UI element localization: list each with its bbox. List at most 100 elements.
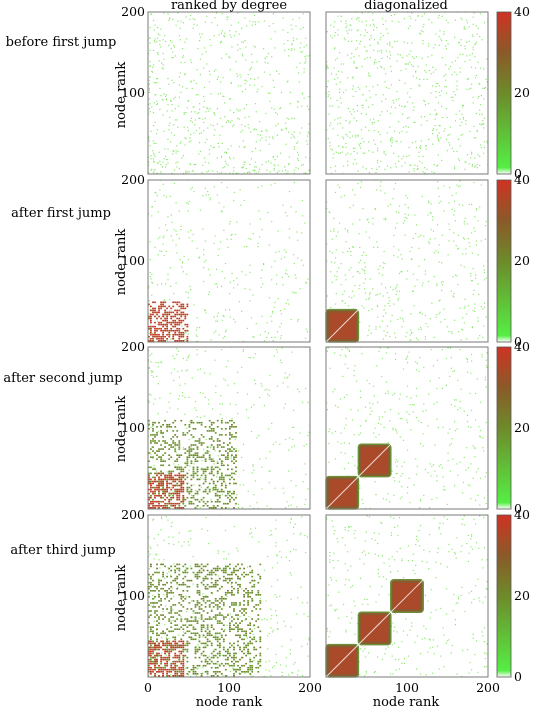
matrix-cell-sparse — [148, 366, 150, 369]
matrix-cell-dense — [156, 338, 158, 340]
matrix-cell-sparse — [304, 62, 306, 64]
matrix-cell-dense — [174, 434, 177, 436]
matrix-cell-dense — [160, 662, 162, 665]
matrix-cell-dense — [174, 577, 177, 580]
matrix-cell-dense — [148, 325, 150, 328]
matrix-cell-dense — [204, 502, 207, 505]
matrix-cell-sparse — [293, 663, 295, 665]
matrix-cell-sparse — [326, 64, 328, 66]
matrix-cell-dense — [178, 476, 181, 479]
matrix-cell-sparse — [449, 229, 451, 231]
matrix-cell-sparse — [277, 164, 279, 166]
matrix-cell-dense — [172, 338, 175, 340]
matrix-cell-dense — [210, 573, 213, 576]
matrix-cell-dense — [164, 642, 166, 645]
matrix-cell-dense — [200, 604, 203, 606]
matrix-cell-sparse — [233, 35, 236, 37]
matrix-cell-sparse — [352, 95, 354, 97]
matrix-cell-dense — [182, 480, 185, 483]
matrix-cell-sparse — [423, 366, 425, 369]
matrix-cell-dense — [218, 598, 221, 600]
matrix-cell-sparse — [392, 99, 394, 102]
matrix-cell-sparse — [213, 186, 215, 188]
matrix-cell-dense — [192, 664, 195, 667]
matrix-cell-sparse — [249, 533, 251, 535]
matrix-cell-sparse — [435, 114, 437, 116]
matrix-cell-sparse — [349, 207, 351, 209]
matrix-cell-sparse — [454, 60, 456, 62]
matrix-cell-dense — [156, 640, 158, 643]
matrix-cell-sparse — [483, 306, 486, 308]
matrix-cell-sparse — [412, 237, 414, 240]
matrix-cell-dense — [150, 480, 152, 483]
matrix-cell-sparse — [453, 150, 455, 153]
matrix-cell-sparse — [237, 12, 239, 14]
matrix-cell-sparse — [449, 428, 451, 430]
matrix-cell-sparse — [475, 137, 477, 139]
matrix-cell-sparse — [157, 33, 159, 35]
matrix-cell-sparse — [163, 254, 165, 257]
matrix-cell-sparse — [186, 621, 188, 623]
matrix-cell-sparse — [344, 274, 346, 276]
matrix-cell-dense — [222, 654, 225, 657]
matrix-cell-dense — [148, 340, 150, 342]
matrix-cell-dense — [190, 484, 193, 487]
matrix-cell-sparse — [457, 474, 459, 476]
matrix-cell-sparse — [175, 451, 177, 454]
matrix-cell-dense — [166, 426, 168, 428]
matrix-cell-sparse — [362, 104, 364, 106]
matrix-cell-sparse — [291, 133, 293, 136]
matrix-cell-sparse — [337, 406, 339, 408]
matrix-cell-dense — [180, 486, 183, 489]
matrix-cell-sparse — [441, 15, 443, 17]
matrix-cell-sparse — [155, 674, 157, 676]
matrix-cell-sparse — [183, 255, 185, 257]
matrix-cell-sparse — [439, 95, 441, 97]
matrix-cell-sparse — [162, 39, 164, 41]
matrix-cell-dense — [180, 303, 183, 306]
matrix-cell-sparse — [148, 349, 150, 352]
matrix-cell-sparse — [394, 353, 397, 355]
matrix-cell-sparse — [365, 231, 367, 233]
matrix-cell-sparse — [408, 351, 410, 353]
matrix-cell-sparse — [276, 554, 278, 556]
matrix-cell-sparse — [475, 499, 477, 501]
matrix-cell-sparse — [471, 409, 473, 411]
matrix-cell-dense — [172, 505, 175, 507]
matrix-cell-dense — [216, 462, 219, 464]
matrix-cell-sparse — [183, 112, 185, 114]
matrix-cell-sparse — [411, 64, 413, 66]
matrix-cell-sparse — [208, 655, 210, 657]
matrix-cell-dense — [198, 500, 201, 503]
matrix-cell-sparse — [223, 206, 225, 208]
matrix-cell-sparse — [400, 141, 402, 143]
matrix-cell-dense — [148, 492, 150, 495]
matrix-cell-sparse — [191, 240, 193, 242]
matrix-cell-dense — [156, 327, 158, 330]
matrix-cell-sparse — [224, 335, 226, 338]
matrix-cell-dense — [194, 628, 197, 630]
matrix-cell-dense — [184, 462, 187, 464]
matrix-cell-dense — [172, 319, 175, 322]
matrix-cell-sparse — [341, 151, 343, 153]
matrix-cell-sparse — [276, 274, 278, 276]
matrix-cell-dense — [186, 640, 189, 643]
matrix-cell-sparse — [182, 261, 184, 263]
matrix-cell-sparse — [289, 649, 291, 651]
matrix-cell-sparse — [440, 137, 442, 139]
matrix-cell-sparse — [217, 254, 219, 257]
matrix-cell-sparse — [439, 299, 441, 301]
matrix-cell-dense — [220, 460, 223, 462]
matrix-cell-dense — [148, 573, 150, 576]
matrix-cell-sparse — [223, 558, 225, 560]
matrix-cell-dense — [227, 454, 229, 456]
matrix-cell-sparse — [377, 41, 379, 43]
matrix-cell-sparse — [415, 337, 418, 339]
matrix-cell-sparse — [419, 78, 421, 80]
matrix-cell-sparse — [459, 400, 461, 403]
matrix-cell-sparse — [161, 99, 163, 101]
matrix-cell-dense — [152, 630, 154, 633]
matrix-cell-sparse — [431, 302, 433, 304]
matrix-cell-sparse — [466, 22, 469, 24]
matrix-cell-sparse — [263, 48, 265, 50]
